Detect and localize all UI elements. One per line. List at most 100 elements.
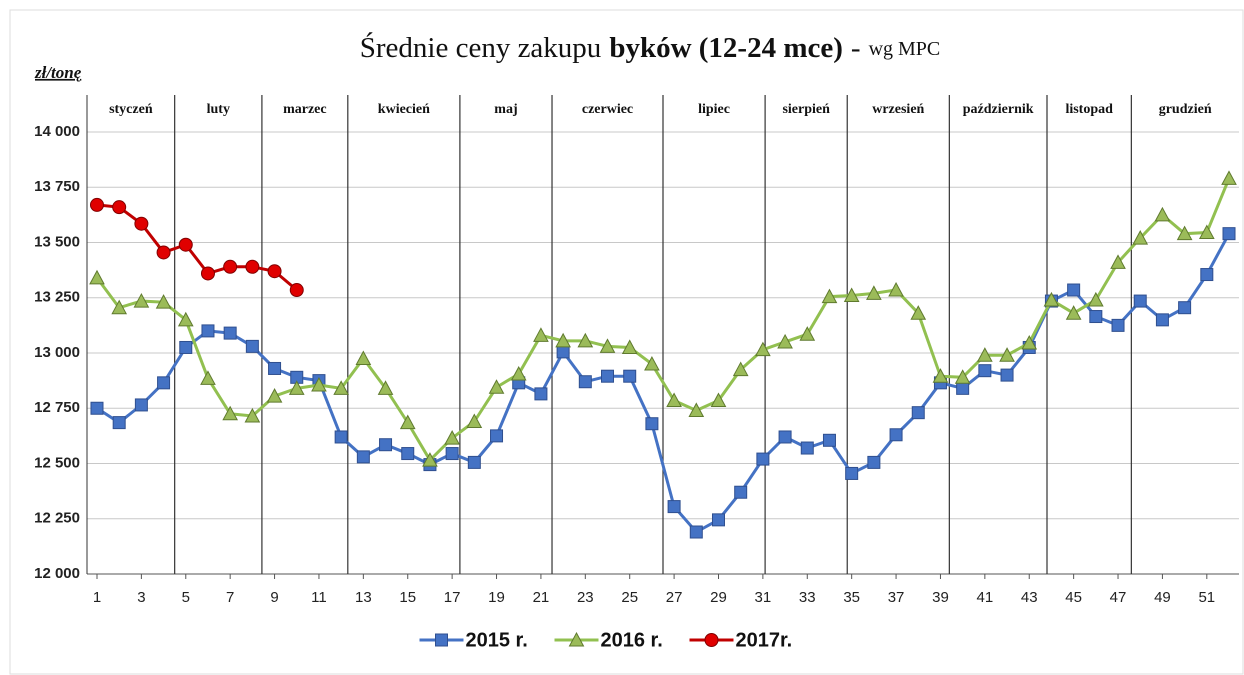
marker [289,283,304,298]
marker [910,305,927,320]
marker [533,327,549,342]
month-label: marzec [283,102,327,117]
marker [1176,225,1193,241]
marker [1000,368,1014,382]
marker [756,452,770,466]
marker [799,326,816,341]
month-label: październik [963,102,1034,117]
x-tick-label: 15 [399,589,416,606]
month-label: kwiecień [378,102,430,117]
marker [866,285,882,300]
marker [311,376,327,392]
marker [689,525,703,539]
month-label: czerwiec [582,102,633,117]
marker [845,466,859,480]
title-part: - [851,32,861,64]
x-tick-label: 13 [355,589,372,606]
marker [355,350,372,366]
marker [1065,305,1082,320]
frame [9,9,1244,675]
marker [466,413,483,429]
month-label: sierpień [782,102,830,117]
month-label: listopad [1065,102,1113,117]
month-label: lipiec [698,102,730,117]
marker [645,417,659,431]
legend-marker [435,633,448,647]
marker [112,416,126,430]
marker [778,430,792,444]
marker [755,341,771,357]
marker [268,361,282,375]
marker [399,414,416,430]
x-tick-label: 17 [444,589,461,606]
marker [334,430,348,444]
marker [157,376,171,390]
y-tick-label: 14 000 [34,123,80,140]
marker [1154,206,1171,222]
marker [599,338,616,353]
marker [467,455,481,469]
marker [601,369,615,383]
marker [223,259,238,274]
x-tick-label: 1 [93,589,101,606]
marker [822,433,836,447]
marker [821,288,838,304]
marker [978,364,992,378]
y-tick-label: 13 000 [34,344,80,361]
series-line [95,177,1231,463]
marker [977,347,993,362]
marker [932,368,949,383]
title-bold: byków (12-24 mce) [609,32,843,64]
marker [134,398,148,412]
x-tick-label: 35 [843,589,860,606]
marker [490,429,504,443]
marker [623,369,637,383]
marker [911,406,925,420]
x-tick-label: 7 [226,589,234,606]
marker [1222,227,1236,241]
marker [444,430,460,445]
marker [666,392,682,408]
marker [1043,291,1060,307]
marker [89,197,104,212]
y-axis-label: zł/tonę [34,63,82,82]
x-tick-label: 5 [182,589,190,606]
marker [577,332,594,348]
marker [445,447,459,461]
marker [1221,170,1237,185]
x-tick-label: 41 [977,589,994,606]
x-tick-label: 19 [488,589,505,606]
month-label: luty [207,102,230,117]
x-tick-label: 51 [1198,589,1215,606]
marker [711,513,725,527]
marker [245,259,260,274]
legend-label: 2015 r. [466,629,528,651]
x-tick-label: 3 [137,589,145,606]
marker [1067,283,1081,297]
marker [667,500,681,514]
marker [1021,335,1038,350]
marker [179,340,193,354]
marker [956,381,970,395]
marker [244,407,261,423]
marker [888,281,904,297]
marker [1087,291,1104,307]
marker [156,245,171,260]
y-tick-label: 12 750 [34,399,80,416]
x-tick-label: 9 [270,589,278,606]
marker [266,388,283,403]
marker [843,287,860,303]
x-tick-label: 47 [1110,589,1127,606]
marker [377,380,394,395]
marker [1089,310,1103,324]
marker [89,269,105,285]
marker [710,392,727,408]
legend-label: 2016 r. [601,629,663,651]
marker [534,387,548,401]
y-tick-label: 13 250 [34,289,80,306]
marker [555,332,571,348]
marker [488,379,505,394]
chart-title: Średnie ceny zakupu byków (12-24 mce) - wg … [360,31,941,64]
marker [800,441,814,455]
